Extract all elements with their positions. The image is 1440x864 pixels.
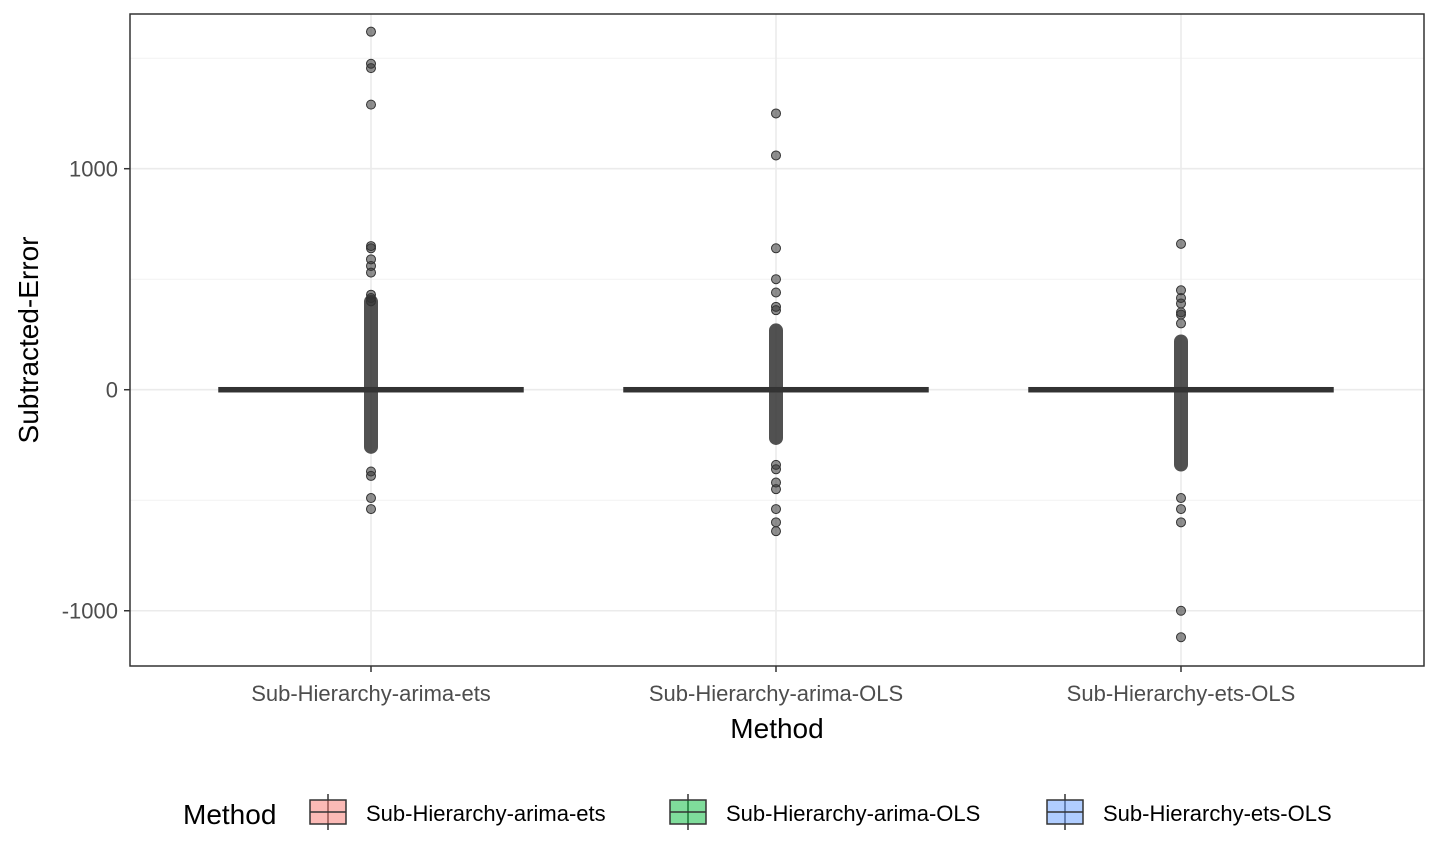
outlier-point	[1176, 493, 1186, 504]
outlier-point	[1176, 504, 1186, 515]
box-group	[623, 108, 929, 537]
outlier-point	[771, 287, 781, 298]
outlier-point	[771, 108, 781, 119]
outlier-band	[1174, 334, 1188, 472]
legend-label: Sub-Hierarchy-arima-ets	[366, 801, 606, 826]
legend-entry: Sub-Hierarchy-ets-OLS	[1046, 794, 1332, 830]
x-tick-label: Sub-Hierarchy-arima-ets	[251, 681, 491, 706]
outlier-point	[771, 274, 781, 285]
outlier-point	[1176, 605, 1186, 616]
outlier-point	[771, 305, 781, 316]
outlier-point	[366, 26, 376, 37]
outlier-point	[1176, 517, 1186, 528]
x-tick-label: Sub-Hierarchy-ets-OLS	[1067, 681, 1296, 706]
y-tick-label: 0	[106, 378, 118, 403]
outlier-point	[771, 243, 781, 254]
y-axis-title: Subtracted-Error	[13, 237, 44, 444]
outlier-point	[771, 517, 781, 528]
legend-title: Method	[183, 799, 276, 830]
outlier-point	[1176, 318, 1186, 329]
x-tick-label: Sub-Hierarchy-arima-OLS	[649, 681, 903, 706]
outlier-band	[769, 323, 783, 445]
outlier-point	[1176, 309, 1186, 320]
outlier-point	[366, 470, 376, 481]
outlier-point	[366, 99, 376, 110]
x-axis: Sub-Hierarchy-arima-ets Sub-Hierarchy-ari…	[251, 666, 1295, 706]
outlier-point	[771, 464, 781, 475]
panel-border	[129, 13, 1425, 667]
boxes	[218, 26, 1334, 643]
outlier-point	[366, 267, 376, 278]
outlier-point	[366, 63, 376, 74]
legend-label: Sub-Hierarchy-ets-OLS	[1103, 801, 1332, 826]
outlier-point	[366, 504, 376, 515]
box-group	[1028, 238, 1334, 643]
outlier-point	[366, 296, 376, 307]
outlier-point	[366, 243, 376, 254]
y-axis: -1000 0 1000	[62, 157, 130, 624]
outlier-point	[366, 493, 376, 504]
outlier-point	[1176, 238, 1186, 249]
y-tick-label: 1000	[69, 157, 118, 182]
outlier-point	[1176, 632, 1186, 643]
y-tick-label: -1000	[62, 599, 118, 624]
outlier-point	[771, 150, 781, 161]
outlier-point	[1176, 298, 1186, 309]
outlier-point	[771, 526, 781, 537]
outlier-point	[771, 504, 781, 515]
outlier-band	[364, 294, 378, 454]
outlier-point	[771, 484, 781, 495]
legend-entry: Sub-Hierarchy-arima-ets	[309, 794, 606, 830]
legend-label: Sub-Hierarchy-arima-OLS	[726, 801, 980, 826]
legend-entry: Sub-Hierarchy-arima-OLS	[669, 794, 980, 830]
x-axis-title: Method	[730, 713, 823, 744]
legend: Method Sub-Hierarchy-arima-ets Sub-Hierar…	[183, 794, 1332, 830]
box-group	[218, 26, 524, 515]
